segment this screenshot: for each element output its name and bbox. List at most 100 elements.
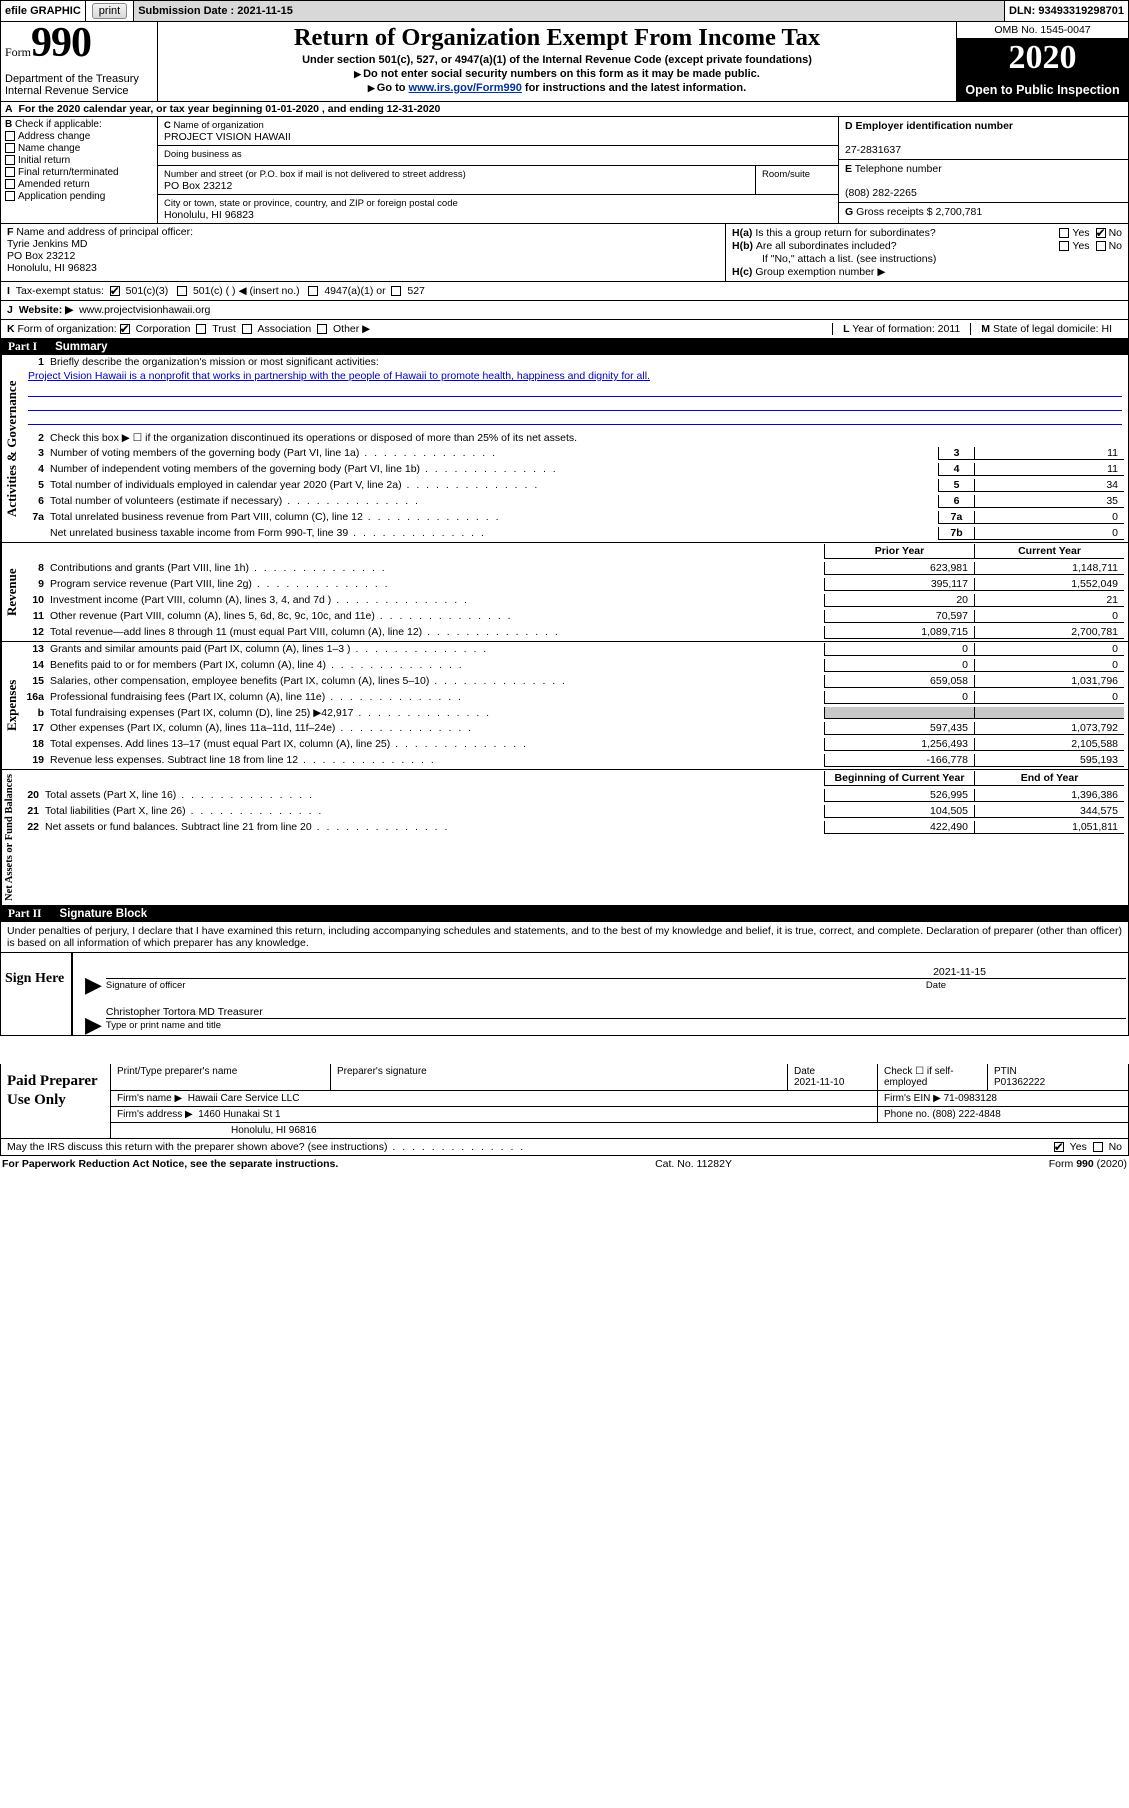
gross-receipts: 2,700,781 xyxy=(935,206,982,218)
p1-row-8: 8 Contributions and grants (Part VIII, l… xyxy=(22,561,1128,577)
sign-here-row: Sign Here ▶ 2021-11-15 Signature of offi… xyxy=(1,952,1128,1035)
box-c: C Name of organization PROJECT VISION HA… xyxy=(158,117,838,223)
p1-row-18: 18 Total expenses. Add lines 13–17 (must… xyxy=(22,737,1128,753)
part-ii-body: Under penalties of perjury, I declare th… xyxy=(0,922,1129,1036)
instruction-1: Do not enter social security numbers on … xyxy=(164,68,950,80)
vlabel-governance: Activities & Governance xyxy=(1,355,22,542)
irs-no[interactable] xyxy=(1093,1142,1103,1152)
submission-cell: Submission Date : 2021-11-15 xyxy=(134,1,1005,21)
chk-final[interactable]: Final return/terminated xyxy=(5,167,153,178)
p1-row-11: 11 Other revenue (Part VIII, column (A),… xyxy=(22,609,1128,625)
form-title: Return of Organization Exempt From Incom… xyxy=(164,24,950,52)
p1-row-16a: 16a Professional fundraising fees (Part … xyxy=(22,690,1128,706)
p1-row-14: 14 Benefits paid to or for members (Part… xyxy=(22,658,1128,674)
form-header: Form990 Department of the Treasury Inter… xyxy=(0,22,1129,102)
officer-city: Honolulu, HI 96823 xyxy=(7,262,97,274)
p1-row-19: 19 Revenue less expenses. Subtract line … xyxy=(22,753,1128,769)
line-i: I Tax-exempt status: 501(c)(3) 501(c) ( … xyxy=(0,282,1129,301)
box-h: H(a) Is this a group return for subordin… xyxy=(726,224,1128,281)
chk-name[interactable]: Name change xyxy=(5,143,153,154)
top-bar: efile GRAPHIC print Submission Date : 20… xyxy=(0,0,1129,22)
firm-addr2-cell: Honolulu, HI 96816 xyxy=(111,1123,1128,1138)
mission-blank2 xyxy=(28,397,1122,411)
website-url: www.projectvisionhawaii.org xyxy=(79,304,210,316)
part-i-revenue: Revenue Prior Year Current Year 8 Contri… xyxy=(0,543,1129,642)
p1-row-10: 10 Investment income (Part VIII, column … xyxy=(22,593,1128,609)
omb-number: OMB No. 1545-0047 xyxy=(957,22,1128,39)
dln-label: DLN: xyxy=(1009,5,1035,17)
hb-no[interactable]: No xyxy=(1090,240,1122,252)
prep-date-cell: Date2021-11-10 xyxy=(788,1064,878,1090)
mission-blank1 xyxy=(28,383,1122,397)
p1-row-22: 22 Net assets or fund balances. Subtract… xyxy=(17,820,1128,836)
org-address: PO Box 23212 xyxy=(164,180,232,192)
chk-501c3[interactable] xyxy=(110,286,120,296)
p1-row-7b: Net unrelated business taxable income fr… xyxy=(22,526,1128,542)
p1-row-13: 13 Grants and similar amounts paid (Part… xyxy=(22,642,1128,658)
box-b-label: Check if applicable: xyxy=(15,119,102,130)
chk-pending[interactable]: Application pending xyxy=(5,191,153,202)
p1-row-7a: 7a Total unrelated business revenue from… xyxy=(22,510,1128,526)
footer-left: For Paperwork Reduction Act Notice, see … xyxy=(2,1158,338,1170)
dba-row: Doing business as xyxy=(158,146,838,166)
form-number: 990 xyxy=(31,20,91,66)
section-b-to-g: B Check if applicable: Address change Na… xyxy=(0,117,1129,224)
typed-name: Christopher Tortora MD Treasurer xyxy=(106,1006,263,1018)
chk-corp[interactable] xyxy=(120,324,130,334)
p1-row-12: 12 Total revenue—add lines 8 through 11 … xyxy=(22,625,1128,641)
ha-no[interactable]: No xyxy=(1090,227,1122,239)
declaration: Under penalties of perjury, I declare th… xyxy=(1,922,1128,952)
p1-row-5: 5 Total number of individuals employed i… xyxy=(22,478,1128,494)
line-k: K Form of organization: Corporation Trus… xyxy=(0,320,1129,339)
header-mid: Return of Organization Exempt From Incom… xyxy=(158,22,956,101)
instruction-2: Go to www.irs.gov/Form990 for instructio… xyxy=(164,82,950,94)
part-ii-header: Part IISignature Block xyxy=(0,906,1129,922)
section-f-h: F Name and address of principal officer:… xyxy=(0,224,1129,282)
arrow-icon-2: ▶ xyxy=(85,1018,106,1031)
form990-link[interactable]: www.irs.gov/Form990 xyxy=(409,82,522,94)
part-i-netassets: Net Assets or Fund Balances Beginning of… xyxy=(0,770,1129,906)
box-b: B Check if applicable: Address change Na… xyxy=(1,117,158,223)
p1-row-4: 4 Number of independent voting members o… xyxy=(22,462,1128,478)
hb-yes[interactable]: Yes xyxy=(1053,240,1089,252)
line-j: J Website: ▶ www.projectvisionhawaii.org xyxy=(0,301,1129,320)
p1-row-b: b Total fundraising expenses (Part IX, c… xyxy=(22,706,1128,721)
prep-check-cell[interactable]: Check ☐ if self-employed xyxy=(878,1064,988,1090)
form-id: Form990 xyxy=(5,25,153,63)
vlabel-revenue: Revenue xyxy=(1,543,22,641)
sign-here-label: Sign Here xyxy=(1,953,73,1035)
open-inspection: Open to Public Inspection xyxy=(957,79,1128,101)
paid-preparer-label: Paid Preparer Use Only xyxy=(1,1064,111,1138)
chk-527[interactable] xyxy=(391,286,401,296)
box-d: D Employer identification number 27-2831… xyxy=(839,117,1128,160)
chk-501c[interactable] xyxy=(177,286,187,296)
org-name-row: C Name of organization PROJECT VISION HA… xyxy=(158,117,838,146)
vlabel-expenses: Expenses xyxy=(1,642,22,769)
p1-row-15: 15 Salaries, other compensation, employe… xyxy=(22,674,1128,690)
chk-address[interactable]: Address change xyxy=(5,131,153,142)
line-m: M State of legal domicile: HI xyxy=(970,323,1122,335)
box-e: E Telephone number (808) 282-2265 xyxy=(839,160,1128,203)
chk-assoc[interactable] xyxy=(242,324,252,334)
officer-addr: PO Box 23212 xyxy=(7,250,75,262)
org-city: Honolulu, HI 96823 xyxy=(164,209,254,221)
header-left: Form990 Department of the Treasury Inter… xyxy=(1,22,158,101)
print-button[interactable]: print xyxy=(92,3,127,19)
phone: (808) 282-2265 xyxy=(845,187,917,199)
chk-trust[interactable] xyxy=(196,324,206,334)
chk-amended[interactable]: Amended return xyxy=(5,179,153,190)
ha-yes[interactable]: Yes xyxy=(1053,227,1089,239)
p1-row-3: 3 Number of voting members of the govern… xyxy=(22,446,1128,462)
prep-ptin-cell: PTINP01362222 xyxy=(988,1064,1128,1090)
chk-other[interactable] xyxy=(317,324,327,334)
efile-label: efile GRAPHIC xyxy=(1,1,86,21)
firm-addr-cell: Firm's address ▶ 1460 Hunakai St 1 xyxy=(111,1107,878,1122)
mission-blank3 xyxy=(28,411,1122,425)
sig-date: 2021-11-15 xyxy=(933,966,1126,978)
officer-name: Tyrie Jenkins MD xyxy=(7,238,88,250)
p1-row-20: 20 Total assets (Part X, line 16) 526,99… xyxy=(17,788,1128,804)
chk-4947[interactable] xyxy=(308,286,318,296)
footer-right: Form 990 (2020) xyxy=(1049,1158,1127,1170)
irs-yes[interactable] xyxy=(1054,1142,1064,1152)
chk-initial[interactable]: Initial return xyxy=(5,155,153,166)
